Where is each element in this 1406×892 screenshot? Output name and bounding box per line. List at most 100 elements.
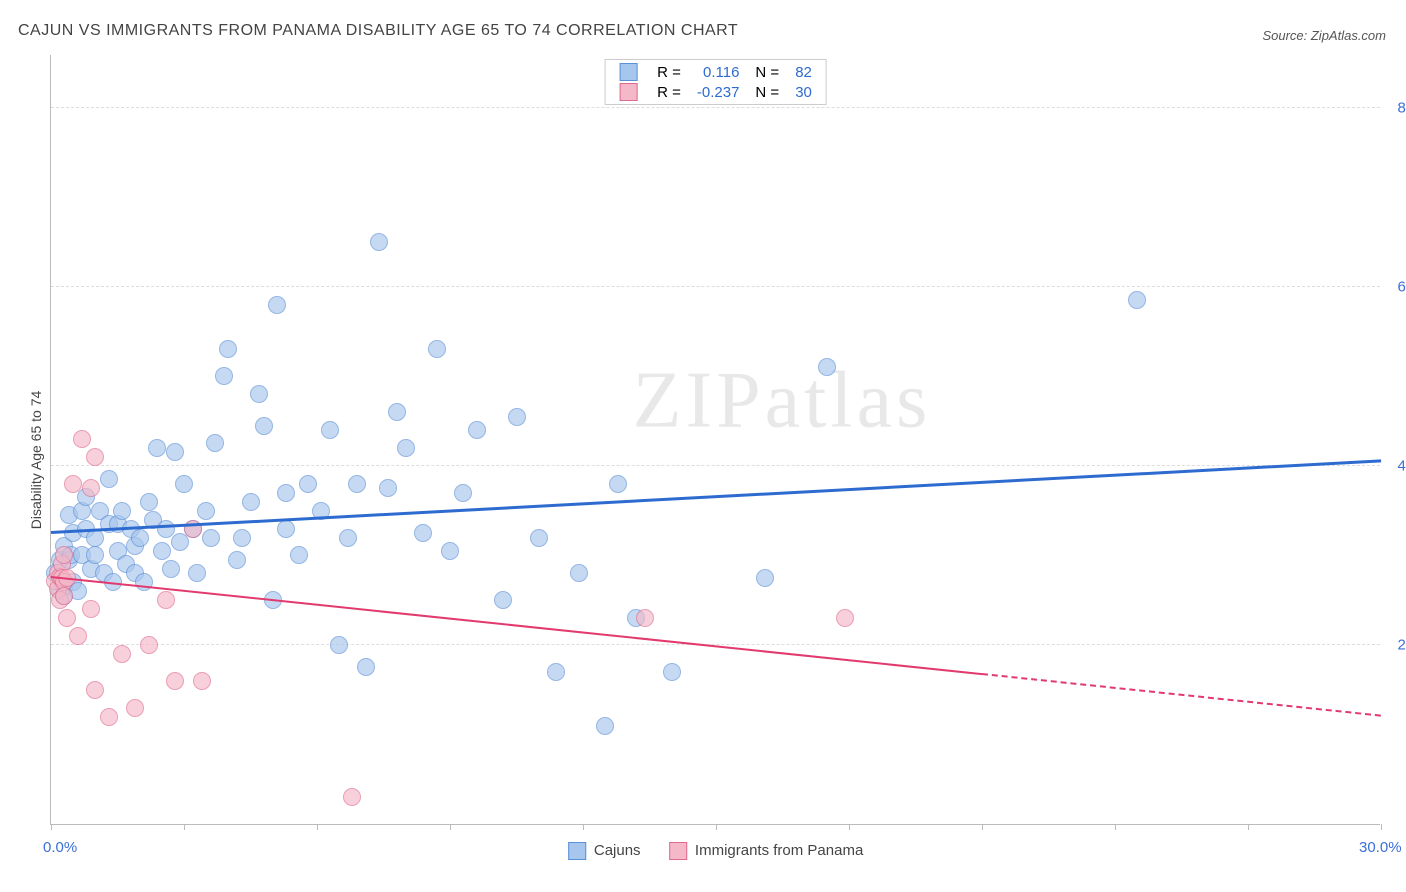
data-point bbox=[175, 475, 193, 493]
chart-title: CAJUN VS IMMIGRANTS FROM PANAMA DISABILI… bbox=[18, 22, 738, 40]
x-tick bbox=[849, 824, 850, 830]
watermark-part2: atlas bbox=[765, 357, 932, 445]
watermark: ZIPatlas bbox=[633, 356, 932, 447]
data-point bbox=[86, 448, 104, 466]
data-point bbox=[468, 421, 486, 439]
data-point bbox=[58, 609, 76, 627]
data-point bbox=[609, 475, 627, 493]
r-value-0: 0.116 bbox=[689, 62, 748, 82]
data-point bbox=[69, 627, 87, 645]
data-point bbox=[100, 708, 118, 726]
swatch-panama-bottom-icon bbox=[669, 842, 687, 860]
data-point bbox=[202, 529, 220, 547]
r-label-0: R = bbox=[649, 62, 689, 82]
y-axis-label-container: Disability Age 65 to 74 bbox=[20, 0, 40, 892]
x-tick bbox=[1115, 824, 1116, 830]
data-point bbox=[756, 569, 774, 587]
data-point bbox=[357, 658, 375, 676]
data-point bbox=[233, 529, 251, 547]
source-label: Source: bbox=[1262, 28, 1310, 43]
data-point bbox=[836, 609, 854, 627]
legend-row-panama: R = -0.237 N = 30 bbox=[611, 82, 820, 102]
data-point bbox=[428, 340, 446, 358]
data-point bbox=[113, 645, 131, 663]
data-point bbox=[171, 533, 189, 551]
data-point bbox=[73, 430, 91, 448]
n-label-0: N = bbox=[747, 62, 787, 82]
data-point bbox=[339, 529, 357, 547]
swatch-cajuns-bottom-icon bbox=[568, 842, 586, 860]
data-point bbox=[140, 636, 158, 654]
data-point bbox=[268, 296, 286, 314]
data-point bbox=[1128, 291, 1146, 309]
n-label-1: N = bbox=[747, 82, 787, 102]
data-point bbox=[193, 672, 211, 690]
data-point bbox=[441, 542, 459, 560]
y-tick-label: 80.0% bbox=[1385, 99, 1406, 116]
n-value-1: 30 bbox=[787, 82, 820, 102]
data-point bbox=[86, 681, 104, 699]
data-point bbox=[148, 439, 166, 457]
data-point bbox=[162, 560, 180, 578]
y-tick-label: 20.0% bbox=[1385, 636, 1406, 653]
data-point bbox=[219, 340, 237, 358]
data-point bbox=[135, 573, 153, 591]
data-point bbox=[343, 788, 361, 806]
x-tick bbox=[184, 824, 185, 830]
data-point bbox=[157, 591, 175, 609]
series-legend: Cajuns Immigrants from Panama bbox=[556, 842, 876, 860]
legend-row-cajuns: R = 0.116 N = 82 bbox=[611, 62, 820, 82]
legend-label-cajuns: Cajuns bbox=[594, 842, 641, 859]
data-point bbox=[290, 546, 308, 564]
gridline bbox=[51, 107, 1380, 108]
data-point bbox=[818, 358, 836, 376]
data-point bbox=[55, 587, 73, 605]
swatch-panama-icon bbox=[619, 83, 637, 101]
data-point bbox=[414, 524, 432, 542]
data-point bbox=[277, 484, 295, 502]
data-point bbox=[508, 408, 526, 426]
data-point bbox=[663, 663, 681, 681]
r-label-1: R = bbox=[649, 82, 689, 102]
data-point bbox=[113, 502, 131, 520]
correlation-legend-table: R = 0.116 N = 82 R = -0.237 N = 30 bbox=[611, 62, 820, 102]
legend-item-panama: Immigrants from Panama bbox=[669, 842, 864, 860]
data-point bbox=[530, 529, 548, 547]
x-tick bbox=[450, 824, 451, 830]
legend-item-cajuns: Cajuns bbox=[568, 842, 641, 860]
data-point bbox=[454, 484, 472, 502]
data-point bbox=[636, 609, 654, 627]
r-value-1: -0.237 bbox=[689, 82, 748, 102]
data-point bbox=[299, 475, 317, 493]
trend-line bbox=[982, 673, 1381, 717]
x-tick-label: 0.0% bbox=[43, 839, 77, 856]
data-point bbox=[277, 520, 295, 538]
gridline bbox=[51, 465, 1380, 466]
x-tick bbox=[317, 824, 318, 830]
data-point bbox=[166, 443, 184, 461]
data-point bbox=[255, 417, 273, 435]
data-point bbox=[131, 529, 149, 547]
data-point bbox=[250, 385, 268, 403]
source-attribution: Source: ZipAtlas.com bbox=[1262, 28, 1386, 43]
data-point bbox=[242, 493, 260, 511]
data-point bbox=[330, 636, 348, 654]
data-point bbox=[397, 439, 415, 457]
data-point bbox=[379, 479, 397, 497]
source-name: ZipAtlas.com bbox=[1311, 28, 1386, 43]
watermark-part1: ZIP bbox=[633, 357, 765, 445]
x-tick bbox=[1248, 824, 1249, 830]
data-point bbox=[166, 672, 184, 690]
data-point bbox=[206, 434, 224, 452]
data-point bbox=[494, 591, 512, 609]
x-tick bbox=[716, 824, 717, 830]
x-tick bbox=[583, 824, 584, 830]
x-tick bbox=[982, 824, 983, 830]
data-point bbox=[153, 542, 171, 560]
data-point bbox=[55, 546, 73, 564]
data-point bbox=[321, 421, 339, 439]
data-point bbox=[188, 564, 206, 582]
scatter-chart: ZIPatlas R = 0.116 N = 82 R = -0.237 N =… bbox=[50, 55, 1380, 825]
y-tick-label: 60.0% bbox=[1385, 278, 1406, 295]
legend-label-panama: Immigrants from Panama bbox=[695, 842, 863, 859]
